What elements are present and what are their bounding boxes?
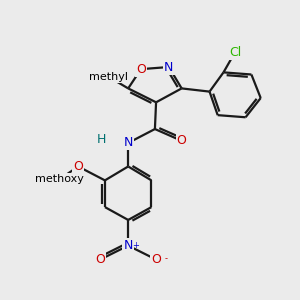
Text: N: N [164,61,173,74]
Text: O: O [95,253,105,266]
Text: N: N [124,136,133,149]
Text: N: N [124,239,133,252]
Text: Cl: Cl [229,46,241,59]
Text: methoxy: methoxy [35,174,84,184]
Text: +: + [132,241,139,250]
Text: methyl: methyl [89,72,128,82]
Text: H: H [97,133,106,146]
Text: O: O [136,63,146,76]
Text: O: O [151,253,161,266]
Text: O: O [73,160,83,173]
Text: -: - [165,254,168,263]
Text: O: O [177,134,187,147]
